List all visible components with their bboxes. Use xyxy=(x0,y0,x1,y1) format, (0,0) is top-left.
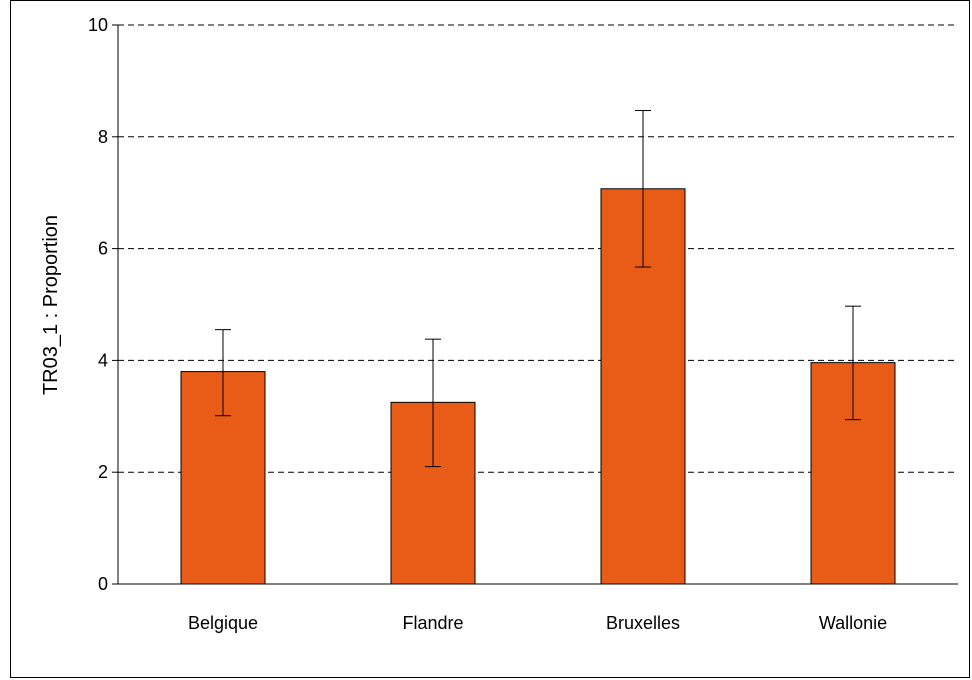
labels: 0 2 4 6 8 10 Belgique Flandre Bruxelles Wallonie xyxy=(88,15,887,633)
x-tick-label: Bruxelles xyxy=(606,613,680,633)
y-tick-label: 6 xyxy=(98,239,108,259)
y-tick-label: 10 xyxy=(88,15,108,35)
x-tick-label: Wallonie xyxy=(819,613,887,633)
y-axis-title: TR03_1 : Proportion xyxy=(40,215,62,395)
y-tick-label: 4 xyxy=(98,350,108,370)
x-tick-label: Flandre xyxy=(402,613,463,633)
bars xyxy=(180,188,896,585)
x-tick-label: Belgique xyxy=(188,613,258,633)
y-tick-label: 8 xyxy=(98,127,108,147)
error-bars xyxy=(215,110,861,468)
chart-frame xyxy=(10,0,970,678)
y-tick-label: 0 xyxy=(98,574,108,594)
y-tick-label: 2 xyxy=(98,462,108,482)
